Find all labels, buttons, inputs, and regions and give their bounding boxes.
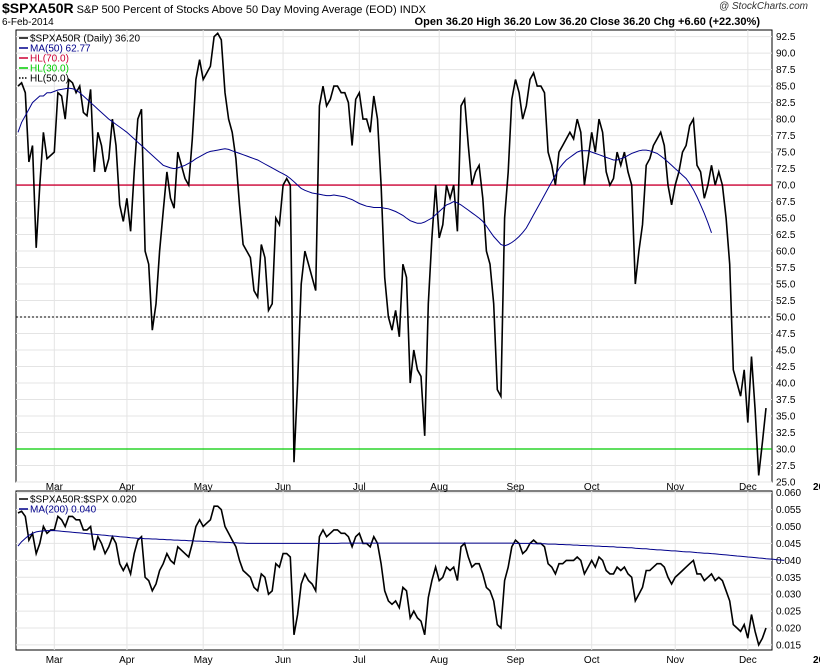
x-tick-label-top: Nov [666,482,684,493]
x-tick-label-top: Jul [353,482,366,493]
main-y-tick-label: 85.0 [776,82,796,93]
main-y-tick-label: 80.0 [776,115,796,126]
main-legend-label: HL(30.0) [30,64,69,75]
x-tick-label-bottom: Mar [46,655,64,666]
main-y-tick-label: 87.5 [776,65,796,76]
main-y-tick-label: 27.5 [776,461,796,472]
main-y-tick-label: 60.0 [776,247,796,258]
ratio-y-tick-label: 0.020 [776,624,801,635]
main-y-tick-label: 90.0 [776,49,796,60]
x-tick-label-bottom: May [194,655,213,666]
main-y-tick-label: 82.5 [776,98,796,109]
ratio-y-tick-label: 0.060 [776,488,801,499]
x-tick-label-bottom: Jul [353,655,366,666]
x-tick-label-top: Aug [430,482,448,493]
x-tick-label-bottom: Aug [430,655,448,666]
main-y-tick-label: 55.0 [776,280,796,291]
main-plot-frame [15,29,773,483]
ratio-y-tick-label: 0.045 [776,539,801,550]
main-y-tick-label: 52.5 [776,296,796,307]
x-tick-label-top: 2014 [813,482,820,493]
main-y-tick-label: 92.5 [776,32,796,43]
x-tick-label-top: Apr [119,482,135,493]
x-tick-label-bottom: Oct [584,655,600,666]
chart-exchange: INDX [399,4,426,16]
x-tick-label-top: Dec [739,482,757,493]
main-legend-label: MA(50) 62.77 [30,44,91,55]
x-tick-label-top: Mar [46,482,64,493]
ratio-y-tick-label: 0.040 [776,556,801,567]
chart-header: $SPXA50R S&P 500 Percent of Stocks Above… [2,0,426,16]
x-tick-label-top: Sep [507,482,525,493]
main-y-tick-label: 67.5 [776,197,796,208]
ratio-y-tick-label: 0.055 [776,505,801,516]
main-y-tick-label: 72.5 [776,164,796,175]
main-y-tick-label: 57.5 [776,263,796,274]
x-tick-label-bottom: Jun [275,655,291,666]
x-tick-label-bottom: Apr [119,655,135,666]
main-y-tick-label: 45.0 [776,346,796,357]
x-tick-label-bottom: 2014 [813,655,820,666]
main-series-ma [17,87,712,247]
main-y-tick-label: 77.5 [776,131,796,142]
x-tick-label-top: Oct [584,482,600,493]
main-legend-label: HL(50.0) [30,74,69,85]
ratio-series-price [17,505,767,648]
main-y-tick-label: 40.0 [776,379,796,390]
x-tick-label-bottom: Dec [739,655,757,666]
quote-readout: Open 36.20 High 36.20 Low 36.20 Close 36… [414,16,760,28]
x-tick-label-top: May [194,482,213,493]
main-y-tick-label: 50.0 [776,313,796,324]
ratio-y-tick-label: 0.015 [776,640,801,651]
x-tick-label-bottom: Nov [666,655,684,666]
main-y-tick-label: 35.0 [776,412,796,423]
ratio-series-ma [17,530,785,561]
main-y-tick-label: 25.0 [776,478,796,489]
ratio-legend-label: MA(200) 0.040 [30,505,97,516]
chart-symbol: $SPXA50R [2,0,74,16]
main-legend-label: HL(70.0) [30,54,69,65]
main-y-tick-label: 70.0 [776,181,796,192]
main-y-tick-label: 32.5 [776,428,796,439]
ratio-y-tick-label: 0.035 [776,573,801,584]
ratio-legend-label: $SPXA50R:$SPX 0.020 [30,495,137,506]
main-y-tick-label: 47.5 [776,329,796,340]
ratio-y-tick-label: 0.025 [776,607,801,618]
main-legend-label: $SPXA50R (Daily) 36.20 [30,34,140,45]
chart-date: 6-Feb-2014 [2,17,54,28]
ratio-y-tick-label: 0.030 [776,590,801,601]
chart-title: S&P 500 Percent of Stocks Above 50 Day M… [76,4,397,16]
main-y-tick-label: 65.0 [776,214,796,225]
main-series-price [17,32,767,476]
site-credit: @ StockCharts.com [718,1,808,12]
x-tick-label-bottom: Sep [507,655,525,666]
main-y-tick-label: 62.5 [776,230,796,241]
main-y-tick-label: 37.5 [776,395,796,406]
x-tick-label-top: Jun [275,482,291,493]
ratio-y-tick-label: 0.050 [776,522,801,533]
main-y-tick-label: 42.5 [776,362,796,373]
main-y-tick-label: 75.0 [776,148,796,159]
main-y-tick-label: 30.0 [776,445,796,456]
